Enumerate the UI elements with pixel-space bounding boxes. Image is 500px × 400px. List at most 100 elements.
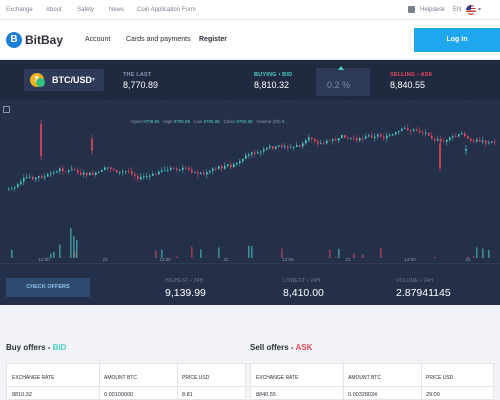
- candle-body: [371, 135, 373, 138]
- volume-bar: [73, 236, 75, 258]
- candle-body: [386, 135, 388, 139]
- candle-body: [389, 135, 391, 137]
- candle-body: [302, 143, 304, 147]
- candle-body: [439, 144, 441, 168]
- expand-chart-icon[interactable]: [3, 106, 10, 113]
- candle-body: [260, 151, 262, 153]
- volume-24h-label: VOLUME • 24H: [396, 278, 434, 284]
- volume-bar: [362, 254, 364, 258]
- candle-body: [356, 138, 358, 141]
- candle-body: [161, 170, 163, 172]
- volume-bar: [161, 249, 163, 258]
- candle-body: [266, 147, 268, 150]
- candle-body: [368, 135, 370, 137]
- sell-col-exchange-rate[interactable]: EXCHANGE RATE: [256, 375, 299, 381]
- candle-body: [272, 146, 274, 149]
- nav-register[interactable]: Register: [199, 36, 228, 43]
- candle-body: [287, 146, 289, 148]
- sell-offers-title-text: Sell offers -: [250, 343, 296, 352]
- us-flag-icon[interactable]: [466, 5, 476, 15]
- check-offers-button[interactable]: CHECK OFFERS: [6, 278, 90, 297]
- chevron-down-icon: ▾: [92, 77, 96, 83]
- ask-label: SELLING • ASK: [390, 72, 433, 78]
- topbar-link-about[interactable]: About: [46, 7, 62, 13]
- nav-account[interactable]: Account: [85, 36, 111, 43]
- candle-body: [80, 172, 82, 175]
- topbar-link-safety[interactable]: Safety: [77, 7, 95, 13]
- buy-row-price[interactable]: 8.81: [182, 392, 193, 398]
- helpdesk-link[interactable]: Helpdesk: [420, 7, 446, 13]
- sell-offers-title: Sell offers - ASK: [250, 343, 312, 352]
- x-tick-label: 23: [345, 257, 351, 262]
- candle-body: [278, 145, 280, 147]
- ticker-bar: $ BTC/USD ▾ THE LAST 8,770.89 BUYING • B…: [0, 60, 500, 100]
- candle-body: [416, 129, 418, 131]
- logo-text[interactable]: BitBay: [25, 33, 64, 47]
- sell-col-price-usd[interactable]: PRICE USD: [426, 375, 454, 381]
- topbar-link-news[interactable]: News: [109, 7, 125, 13]
- volume-bar: [70, 228, 72, 258]
- candle-body: [98, 171, 100, 173]
- candle-body: [353, 137, 355, 139]
- candle-body: [344, 134, 346, 138]
- buy-col-price-usd[interactable]: PRICE USD: [182, 375, 210, 381]
- candle-body: [395, 132, 397, 135]
- login-button[interactable]: Log In: [414, 28, 500, 52]
- volume-bar: [482, 248, 484, 258]
- candle-body: [38, 176, 40, 178]
- candle-body: [281, 145, 283, 148]
- candle-body: [482, 140, 484, 142]
- bitbay-logo-icon[interactable]: B: [6, 32, 22, 48]
- candle-body: [227, 164, 229, 166]
- candle-body: [176, 168, 178, 171]
- candle-body: [377, 134, 379, 137]
- candle-body: [236, 163, 238, 165]
- chevron-down-icon[interactable]: ▾: [478, 7, 482, 13]
- candle-body: [92, 172, 94, 175]
- language-code[interactable]: EN: [453, 7, 462, 13]
- nav-cards-payments[interactable]: Cards and payments: [126, 36, 191, 43]
- candle-body: [392, 134, 394, 136]
- helpdesk-icon[interactable]: [408, 6, 415, 13]
- candle-body: [485, 140, 487, 144]
- sell-row-price[interactable]: 29.00: [426, 392, 440, 398]
- buy-col-exchange-rate[interactable]: EXCHANGE RATE: [12, 375, 55, 381]
- topbar-link-coin-application[interactable]: Coin Application Form: [137, 7, 196, 13]
- candle-body: [359, 138, 361, 141]
- buy-row-amount[interactable]: 0.00100000: [104, 392, 134, 398]
- column-divider: [177, 364, 178, 400]
- buy-row-rate[interactable]: 8810.32: [12, 392, 32, 398]
- candle-body: [452, 136, 454, 138]
- candle-body: [140, 176, 142, 180]
- candle-body: [428, 132, 430, 136]
- lowest-24h-label: LOWEST • 24H: [283, 278, 321, 284]
- price-chart[interactable]: 12:00 21 12:00 22 12:00 23 12:00 24: [0, 100, 500, 263]
- candle-body: [230, 164, 232, 168]
- candle-body: [179, 169, 181, 171]
- candle-body: [143, 176, 145, 178]
- x-tick-label: 21: [102, 257, 108, 262]
- main-header: B BitBay Account Cards and payments Regi…: [0, 20, 500, 60]
- sell-col-amount-btc[interactable]: AMOUNT BTC: [348, 375, 381, 381]
- chart-x-ticks: 12:00 21 12:00 22 12:00 23 12:00 24: [38, 257, 471, 262]
- candle-body: [56, 171, 58, 173]
- candle-body: [413, 129, 415, 132]
- candle-body: [47, 174, 49, 177]
- candle-body: [458, 134, 460, 137]
- pair-selector[interactable]: $ BTC/USD ▾: [24, 69, 104, 91]
- candle-body: [68, 170, 70, 172]
- sell-row-rate[interactable]: 8840.55: [256, 392, 276, 398]
- candle-body: [488, 142, 490, 144]
- sell-row-amount[interactable]: 0.00328034: [348, 392, 378, 398]
- buy-col-amount-btc[interactable]: AMOUNT BTC: [104, 375, 137, 381]
- candle-body: [203, 172, 205, 175]
- candle-body: [437, 139, 439, 141]
- candle-body: [44, 176, 46, 178]
- candle-body: [110, 167, 112, 170]
- candle-body: [158, 171, 160, 175]
- candle-body: [164, 170, 166, 171]
- candle-body: [35, 177, 37, 180]
- candle-body: [182, 167, 184, 170]
- column-divider: [343, 364, 344, 400]
- topbar-link-exchange[interactable]: Exchange: [6, 7, 33, 13]
